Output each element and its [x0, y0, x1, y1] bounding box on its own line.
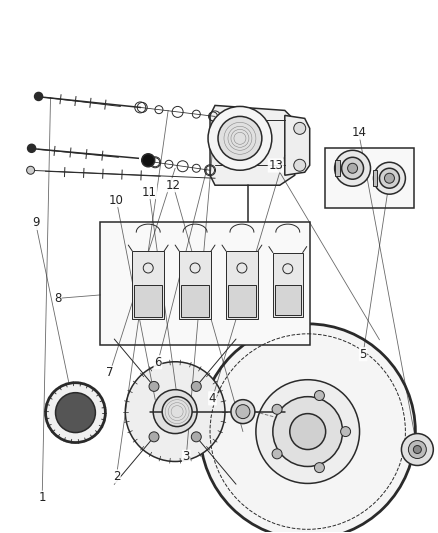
Polygon shape: [273, 253, 303, 317]
Circle shape: [162, 397, 192, 426]
Polygon shape: [275, 285, 301, 316]
Circle shape: [273, 397, 343, 466]
Polygon shape: [228, 285, 256, 317]
Text: 2: 2: [113, 470, 120, 483]
Text: 1: 1: [39, 491, 46, 504]
Circle shape: [401, 433, 433, 465]
Circle shape: [149, 382, 159, 391]
Circle shape: [341, 426, 350, 437]
Circle shape: [27, 166, 35, 174]
Circle shape: [236, 405, 250, 418]
Circle shape: [385, 173, 395, 183]
Circle shape: [218, 116, 262, 160]
Polygon shape: [325, 148, 414, 208]
Circle shape: [348, 163, 357, 173]
Circle shape: [35, 92, 42, 100]
Text: 9: 9: [32, 216, 39, 229]
Polygon shape: [285, 116, 310, 175]
Text: 14: 14: [351, 126, 366, 139]
Circle shape: [125, 362, 225, 462]
Text: 10: 10: [109, 193, 124, 207]
Circle shape: [163, 400, 187, 424]
Circle shape: [153, 390, 197, 433]
Polygon shape: [181, 285, 209, 317]
Polygon shape: [100, 222, 310, 345]
Text: 4: 4: [208, 392, 216, 405]
Circle shape: [314, 463, 325, 473]
Circle shape: [191, 382, 201, 391]
Polygon shape: [134, 285, 162, 317]
Circle shape: [272, 405, 282, 414]
Polygon shape: [210, 106, 295, 185]
Circle shape: [142, 154, 155, 167]
Circle shape: [408, 441, 426, 458]
Polygon shape: [226, 251, 258, 319]
Circle shape: [413, 446, 421, 454]
Text: 6: 6: [154, 356, 162, 369]
Text: 5: 5: [360, 348, 367, 361]
Circle shape: [149, 432, 159, 442]
Circle shape: [379, 168, 399, 188]
Text: 13: 13: [268, 159, 283, 172]
Circle shape: [28, 144, 35, 152]
Circle shape: [294, 159, 306, 171]
Circle shape: [56, 393, 95, 433]
Circle shape: [294, 123, 306, 134]
Circle shape: [290, 414, 326, 449]
Polygon shape: [132, 251, 164, 319]
Circle shape: [46, 383, 106, 442]
Text: 3: 3: [183, 450, 190, 463]
Polygon shape: [335, 160, 339, 176]
Polygon shape: [372, 170, 378, 186]
Polygon shape: [179, 251, 211, 319]
Circle shape: [231, 400, 255, 424]
Circle shape: [374, 162, 406, 194]
Circle shape: [272, 449, 282, 459]
Circle shape: [335, 150, 371, 186]
Circle shape: [342, 157, 364, 179]
Text: 11: 11: [141, 185, 157, 199]
Circle shape: [314, 391, 325, 400]
Text: 12: 12: [166, 179, 180, 192]
Text: 8: 8: [54, 292, 61, 305]
Circle shape: [200, 324, 415, 533]
Text: 7: 7: [106, 366, 113, 379]
Circle shape: [256, 379, 360, 483]
Circle shape: [191, 432, 201, 442]
Circle shape: [208, 107, 272, 170]
